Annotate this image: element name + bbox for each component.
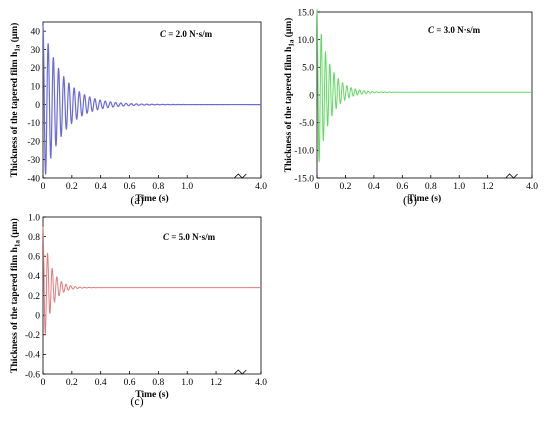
x-tick-label: 0.2 <box>340 182 352 192</box>
y-tick-label: -5.0 <box>299 119 314 129</box>
x-tick-label: 0.4 <box>95 378 107 388</box>
x-axis-title: Time (s) <box>135 193 168 204</box>
y-tick-label: -40 <box>27 174 40 184</box>
damping-annotation: C = 5.0 N·s/m <box>163 232 216 242</box>
damping-annotation: C = 2.0 N·s/m <box>160 29 213 39</box>
y-tick-label: 20 <box>31 64 41 74</box>
axis-break-mark <box>505 173 518 179</box>
chart-panel-c: -0.6 -0.4 -0.2 0 0.2 0.4 0.6 0.8 1.0 0 0.2 0.4 0.6 0.… <box>9 213 267 408</box>
x-tick-label: 0 <box>315 182 320 192</box>
y-tick-label: 0 <box>309 91 314 101</box>
panel-label: (b) <box>403 193 417 207</box>
y-tick-label: 0 <box>35 101 40 111</box>
damping-annotation: C = 3.0 N·s/m <box>428 25 481 35</box>
axis-break-mark <box>234 369 247 375</box>
y-tick-label: 30 <box>31 46 41 56</box>
y-tick-label: -10 <box>27 119 40 129</box>
y-tick-label: 1.0 <box>28 213 40 223</box>
x-tick-label: 0 <box>41 182 46 192</box>
x-tick-label: 0 <box>41 378 46 388</box>
axis-break-mark <box>234 173 247 179</box>
panel-label: (a) <box>130 193 143 207</box>
x-tick-label: 0.4 <box>368 182 380 192</box>
y-tick-label: 0.4 <box>28 272 40 282</box>
series-line-b <box>316 9 532 163</box>
x-tick-label: 0.8 <box>425 182 437 192</box>
y-tick-label: -10.0 <box>294 147 314 157</box>
y-tick-label: 5.0 <box>302 64 314 74</box>
x-tick-label: 0.8 <box>152 378 164 388</box>
chart-panel-b: -15.0 -10.0 -5.0 0 5.0 10.0 15.0 0 0.2 0.4 0.6 0.8 1… <box>283 8 538 207</box>
chart-panel-a: -40 -30 -20 -10 0 10 20 30 40 0 0.2 0.4 0.6 0.8 1.0 4.0… <box>9 21 267 207</box>
y-tick-label: -30 <box>27 156 40 166</box>
y-tick-label: -15.0 <box>294 174 314 184</box>
y-tick-label: 0.2 <box>28 292 40 302</box>
y-tick-label: 0.6 <box>28 253 40 263</box>
x-tick-label: 0.6 <box>124 378 136 388</box>
x-tick-label: 1.0 <box>181 378 193 388</box>
x-tick-label: 1.2 <box>482 182 494 192</box>
y-tick-label: 10.0 <box>297 36 314 46</box>
x-tick-label: 4.0 <box>255 378 267 388</box>
x-tick-label: 1.2 <box>210 378 222 388</box>
series-line-c <box>42 226 261 334</box>
y-tick-label: -0.6 <box>25 370 40 380</box>
plot-frame <box>42 21 262 179</box>
x-tick-label: 1.0 <box>181 182 193 192</box>
x-tick-label: 0.6 <box>396 182 408 192</box>
series-line-a <box>42 25 262 175</box>
x-axis-title: Time (s) <box>408 193 441 204</box>
y-axis-title: Thickness of the tapered film h1a (μm) <box>283 18 296 173</box>
y-tick-label: -0.4 <box>25 351 40 361</box>
x-tick-label: 0.4 <box>95 182 107 192</box>
y-tick-label: -0.2 <box>25 331 40 341</box>
y-tick-label: 10 <box>31 83 41 93</box>
y-tick-label: 40 <box>31 27 41 37</box>
x-tick-label: 4.0 <box>255 182 267 192</box>
x-tick-label: 0.6 <box>124 182 136 192</box>
y-tick-label: 0 <box>35 311 40 321</box>
x-tick-label: 0.2 <box>66 182 78 192</box>
plot-frame <box>42 216 262 375</box>
x-tick-label: 1.0 <box>453 182 465 192</box>
panel-label: (c) <box>130 394 143 408</box>
y-axis-title: Thickness of the tapered film h1a (μm) <box>9 218 22 373</box>
y-tick-label: -20 <box>27 138 40 148</box>
y-tick-label: 0.8 <box>28 233 40 243</box>
y-tick-label: 15.0 <box>297 8 314 18</box>
x-tick-label: 0.2 <box>66 378 78 388</box>
y-axis-title: Thickness of the tapered film h1a (μm) <box>9 23 22 178</box>
x-tick-label: 0.8 <box>152 182 164 192</box>
x-axis-title: Time (s) <box>135 389 168 400</box>
x-tick-label: 4.0 <box>526 182 538 192</box>
